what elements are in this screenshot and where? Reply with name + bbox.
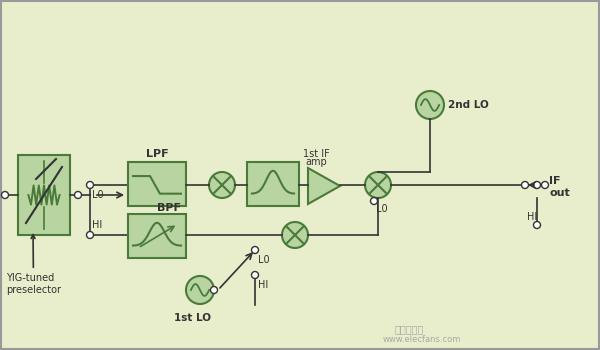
Text: out: out — [549, 188, 570, 198]
Text: HI: HI — [258, 280, 268, 290]
Text: HI: HI — [527, 212, 537, 222]
Text: IF: IF — [549, 176, 560, 186]
Text: 电子发烧友: 电子发烧友 — [395, 324, 424, 334]
Text: HI: HI — [92, 220, 102, 230]
Circle shape — [251, 246, 259, 253]
Text: 1st IF: 1st IF — [302, 149, 329, 159]
Circle shape — [542, 182, 548, 189]
Text: L0: L0 — [376, 204, 388, 214]
Circle shape — [365, 172, 391, 198]
Polygon shape — [308, 168, 340, 204]
Circle shape — [209, 172, 235, 198]
Circle shape — [282, 222, 308, 248]
Circle shape — [186, 276, 214, 304]
Text: 1st LO: 1st LO — [173, 313, 211, 323]
Circle shape — [211, 287, 218, 294]
Bar — [128, 162, 186, 206]
Bar — [247, 162, 299, 206]
Text: L0: L0 — [258, 255, 269, 265]
Text: BPF: BPF — [157, 203, 181, 213]
Circle shape — [74, 191, 82, 198]
Circle shape — [86, 231, 94, 238]
Circle shape — [1, 191, 8, 198]
Bar — [128, 214, 186, 258]
Circle shape — [533, 222, 541, 229]
Text: YIG-tuned
preselector: YIG-tuned preselector — [6, 234, 61, 295]
Circle shape — [416, 91, 444, 119]
Circle shape — [521, 182, 529, 189]
Text: 2nd LO: 2nd LO — [448, 100, 489, 110]
Text: www.elecfans.com: www.elecfans.com — [383, 335, 461, 344]
Circle shape — [251, 272, 259, 279]
Circle shape — [371, 197, 377, 204]
Circle shape — [533, 182, 541, 189]
Bar — [18, 155, 70, 235]
Text: L0: L0 — [92, 190, 104, 200]
Text: amp: amp — [305, 157, 327, 167]
Text: LPF: LPF — [146, 149, 169, 159]
Circle shape — [86, 182, 94, 189]
